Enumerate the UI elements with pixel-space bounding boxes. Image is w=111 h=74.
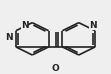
Text: N: N	[5, 33, 13, 42]
Text: N: N	[21, 21, 28, 30]
Text: O: O	[52, 64, 59, 73]
Text: N: N	[89, 21, 97, 30]
